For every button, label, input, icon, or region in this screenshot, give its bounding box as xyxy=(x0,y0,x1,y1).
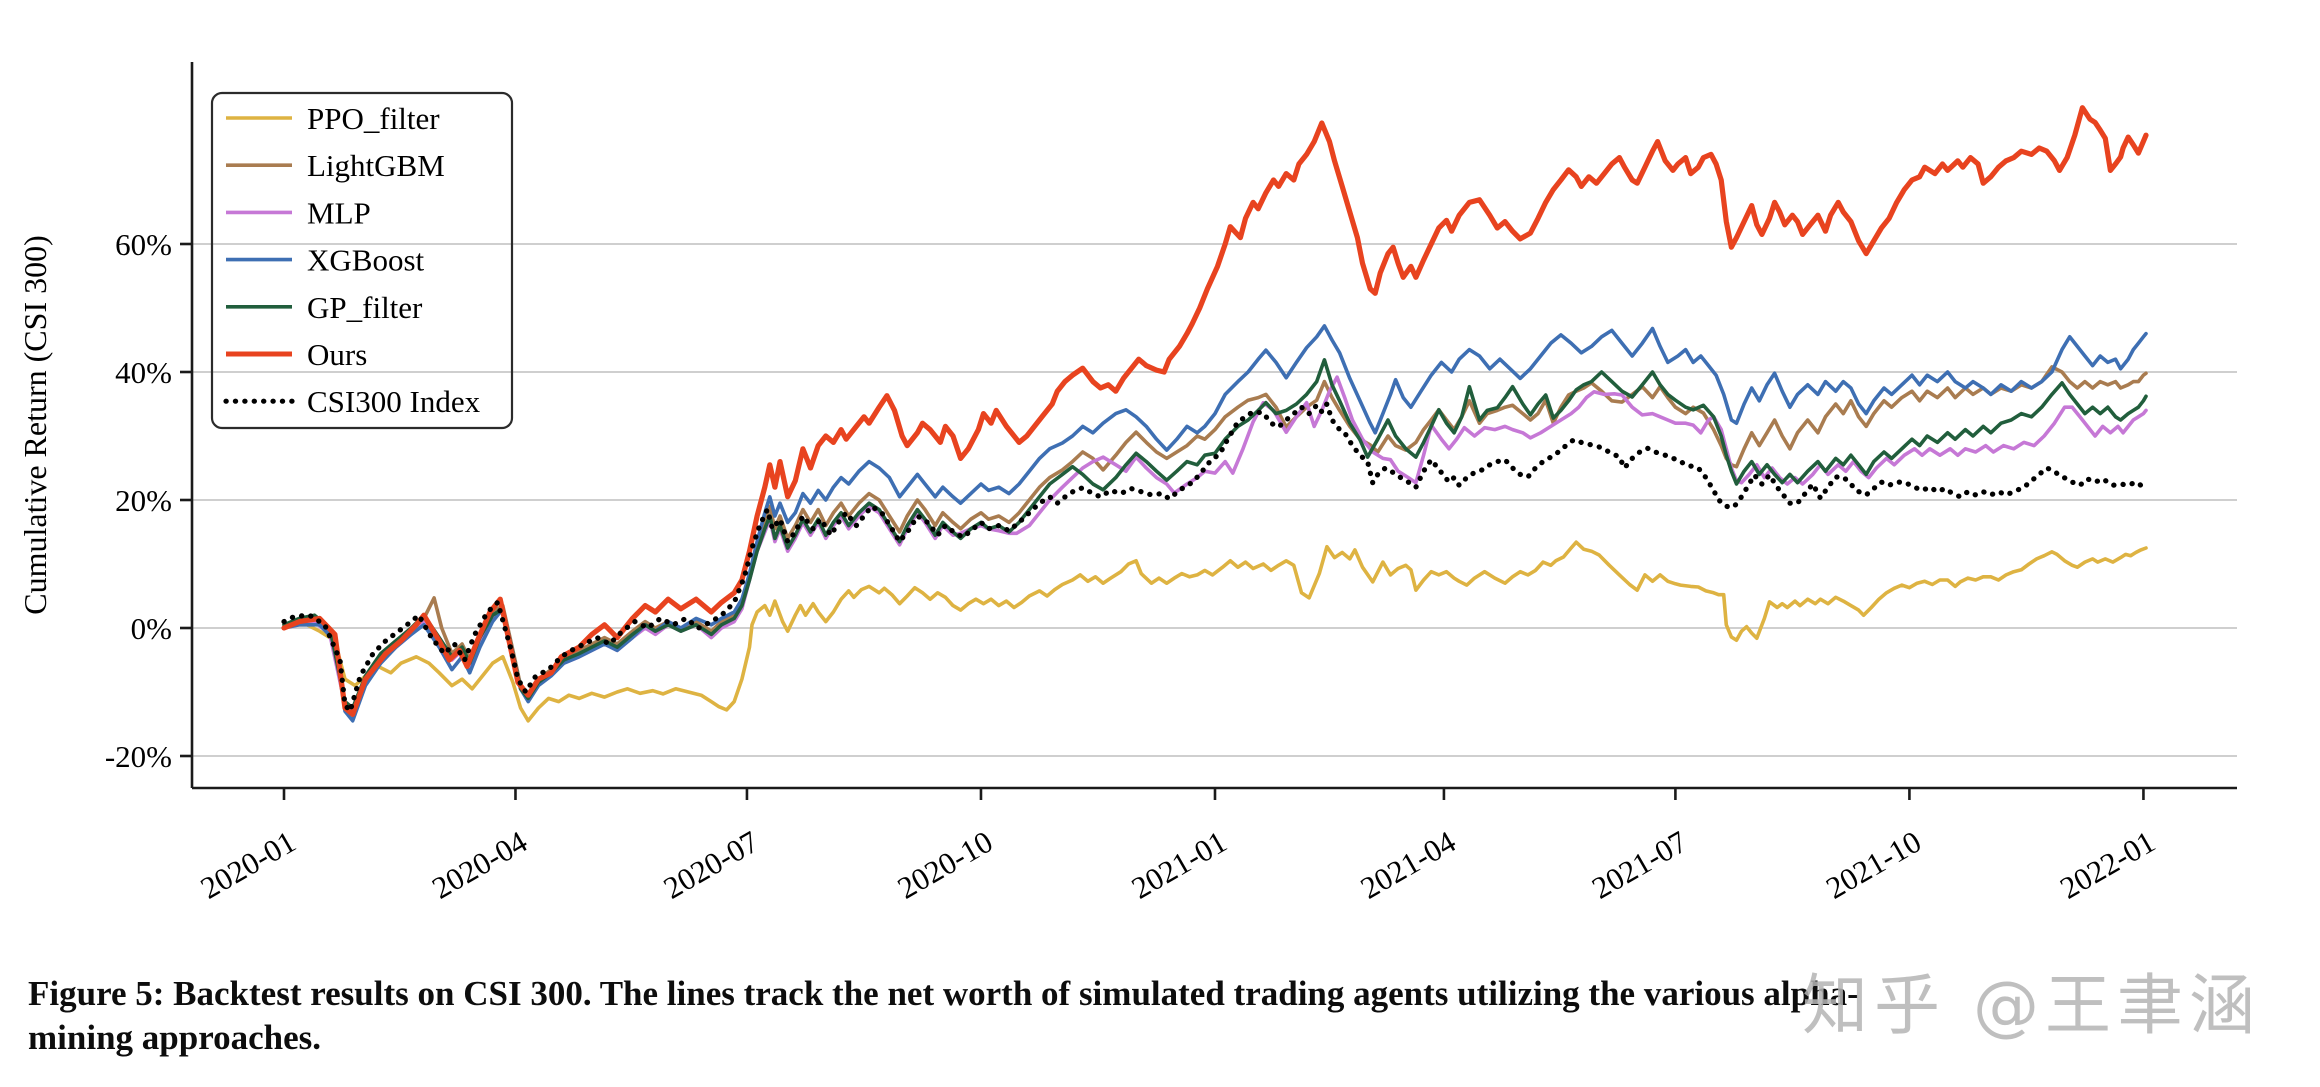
legend-item-mlp: MLP xyxy=(226,195,371,230)
x-tick-label: 2020-10 xyxy=(891,824,998,906)
legend-item-ours: Ours xyxy=(226,337,367,372)
legend-item-ppo-filter: PPO_filter xyxy=(226,101,440,136)
x-tick-label: 2020-01 xyxy=(195,824,302,906)
legend-box xyxy=(210,91,514,430)
x-tick-label: 2020-07 xyxy=(657,824,764,906)
x-tick-label: 2021-07 xyxy=(1586,824,1693,906)
legend-label-lightgbm: LightGBM xyxy=(307,148,445,183)
y-axis-title: Cumulative Return (CSI 300) xyxy=(17,235,53,615)
y-tick-label: 0% xyxy=(131,611,172,646)
legend-item-csi300-index: CSI300 Index xyxy=(223,384,481,419)
y-tick-label: 60% xyxy=(115,227,172,262)
y-tick-label: -20% xyxy=(105,739,172,774)
series-line-ours xyxy=(281,105,2149,717)
legend-label-csi300-index: CSI300 Index xyxy=(307,384,481,419)
legend-label-ours: Ours xyxy=(307,337,367,372)
y-tick-label: 40% xyxy=(115,355,172,390)
legend-label-mlp: MLP xyxy=(307,195,371,230)
legend-label-ppo-filter: PPO_filter xyxy=(307,101,440,136)
legend-item-xgboost: XGBoost xyxy=(226,243,425,278)
chart-svg: -20% 0% 20% 40% 60% 2020-01 2020-04 2020-07 2020… xyxy=(17,62,2237,906)
legend-item-lightgbm: LightGBM xyxy=(226,148,445,183)
legend-item-gp-filter: GP_filter xyxy=(226,290,423,325)
figure-caption: Figure 5: Backtest results on CSI 300. T… xyxy=(28,972,2298,1060)
x-tick-label: 2022-01 xyxy=(2054,824,2161,906)
series-line-ppo-filter xyxy=(282,540,2148,723)
caption-line-2: mining approaches. xyxy=(28,1018,322,1057)
x-tick-label: 2021-04 xyxy=(1354,824,1461,906)
x-tick-label: 2021-10 xyxy=(1820,824,1927,906)
watermark-text: 知乎 @王聿涵 xyxy=(1802,967,2261,1044)
legend-label-xgboost: XGBoost xyxy=(307,243,425,278)
caption-line-1: Figure 5: Backtest results on CSI 300. T… xyxy=(28,974,1859,1013)
x-tick-label: 2021-01 xyxy=(1126,824,1233,906)
x-tick-label: 2020-04 xyxy=(426,824,533,906)
y-tick-label: 20% xyxy=(115,483,172,518)
legend-label-gp-filter: GP_filter xyxy=(307,290,423,325)
